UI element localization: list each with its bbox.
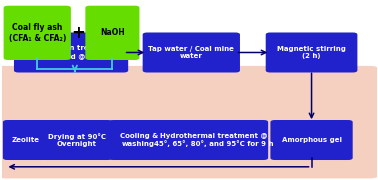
FancyBboxPatch shape bbox=[266, 32, 357, 73]
Text: Cooling &
washing: Cooling & washing bbox=[119, 133, 158, 147]
Text: Drying at 90°C
Overnight: Drying at 90°C Overnight bbox=[48, 133, 106, 147]
Text: Alkali fusion treatment
Heat-fused @ 550°C: Alkali fusion treatment Heat-fused @ 550… bbox=[25, 45, 117, 60]
FancyBboxPatch shape bbox=[14, 32, 128, 73]
FancyBboxPatch shape bbox=[109, 120, 169, 160]
FancyBboxPatch shape bbox=[160, 120, 268, 160]
Text: +: + bbox=[72, 24, 85, 42]
Text: Zeolite: Zeolite bbox=[11, 137, 39, 143]
Text: Magnetic stirring
(2 h): Magnetic stirring (2 h) bbox=[277, 46, 346, 59]
Text: Coal fly ash
(CFA₁ & CFA₂): Coal fly ash (CFA₁ & CFA₂) bbox=[9, 23, 66, 43]
FancyBboxPatch shape bbox=[270, 120, 353, 160]
FancyBboxPatch shape bbox=[41, 120, 112, 160]
FancyBboxPatch shape bbox=[0, 66, 378, 178]
Text: Tap water / Coal mine
water: Tap water / Coal mine water bbox=[149, 46, 234, 59]
FancyBboxPatch shape bbox=[143, 32, 240, 73]
FancyBboxPatch shape bbox=[3, 120, 48, 160]
FancyBboxPatch shape bbox=[4, 6, 71, 60]
Text: Amorphous gel: Amorphous gel bbox=[282, 137, 342, 143]
Text: Hydrothermal treatment @
45°, 65°, 80°, and 95°C for 9 h: Hydrothermal treatment @ 45°, 65°, 80°, … bbox=[154, 133, 274, 147]
Text: NaOH: NaOH bbox=[100, 28, 125, 37]
FancyBboxPatch shape bbox=[85, 6, 139, 60]
